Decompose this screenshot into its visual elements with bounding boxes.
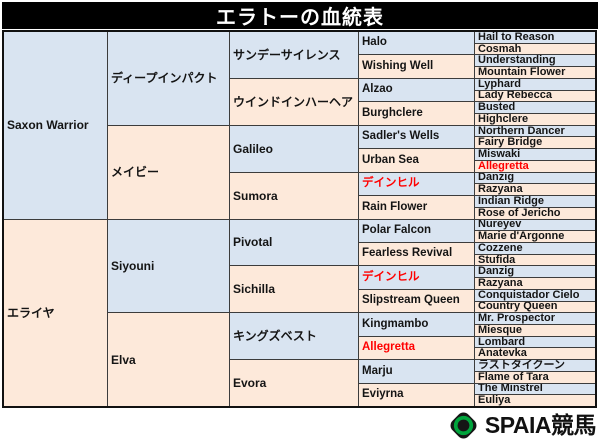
pedigree-cell: Razyana [475,278,595,289]
spaia-swirl-icon [447,409,480,442]
pedigree-cell: Miswaki [475,149,595,160]
pedigree-cell: Eviyrna [359,383,474,406]
pedigree-cell: Nureyev [475,219,595,231]
pedigree-cell: Galileo [230,125,358,172]
pedigree-cell: Lady Rebecca [475,90,595,102]
pedigree-cell: Evora [230,360,358,406]
pedigree-cell: Kingmambo [359,313,474,336]
pedigree-cell: Alzao [359,78,474,102]
pedigree-cell: Polar Falcon [359,219,474,242]
pedigree-cell: Fearless Revival [359,242,474,266]
pedigree-cell: Siyouni [108,219,229,313]
pedigree-cell: Highclere [475,114,595,125]
pedigree-cell: Danzig [475,172,595,184]
pedigree-cell-inbred: Allegretta [475,160,595,172]
pedigree-cell: The Minstrel [475,383,595,395]
brand-text: SPAIA競馬 [484,412,597,438]
pedigree-cell: Razyana [475,184,595,196]
pedigree-cell: Marju [359,360,474,383]
pedigree-cell: エライヤ [4,219,107,406]
pedigree-cell: Hail to Reason [475,32,595,43]
pedigree-cell-inbred: デインヒル [359,266,474,289]
pedigree-cell: Burghclere [359,102,474,125]
pedigree-cell: Euliya [475,395,595,406]
pedigree-cell: Cosmah [475,43,595,55]
pedigree-cell: Lyphard [475,78,595,90]
pedigree-cell: Mountain Flower [475,67,595,78]
pedigree-cell: Pivotal [230,219,358,266]
pedigree-table: Saxon Warrior エライヤ ディープインパクト メイビー Siyoun… [2,30,597,408]
pedigree-cell: Country Queen [475,301,595,313]
pedigree-cell: Elva [108,313,229,406]
pedigree-cell: Rose of Jericho [475,207,595,219]
pedigree-cell: メイビー [108,125,229,219]
pedigree-cell: Lombard [475,336,595,348]
pedigree-cell: Northern Dancer [475,125,595,137]
pedigree-cell-inbred: Allegretta [359,336,474,360]
pedigree-cell: Understanding [475,55,595,67]
pedigree-cell: Fairy Bridge [475,137,595,149]
pedigree-cell: Cozzene [475,242,595,254]
pedigree-cell: ディープインパクト [108,32,229,125]
pedigree-cell: Marie d'Argonne [475,231,595,242]
pedigree-cell: Sichilla [230,266,358,313]
pedigree-cell: ウインドインハーヘア [230,78,358,125]
pedigree-cell: Halo [359,32,474,55]
pedigree-cell: Miesque [475,324,595,336]
pedigree-cell: サンデーサイレンス [230,32,358,78]
spaia-keiba-logo: SPAIA競馬 [447,409,597,442]
pedigree-cell: Conquistador Cielo [475,289,595,301]
pedigree-cell: Slipstream Queen [359,289,474,313]
pedigree-cell: Sadler's Wells [359,125,474,149]
pedigree-cell: Flame of Tara [475,371,595,383]
pedigree-cell: Indian Ridge [475,196,595,207]
pedigree-cell: Saxon Warrior [4,32,107,219]
pedigree-cell: Anatevka [475,348,595,360]
pedigree-cell: Stufida [475,254,595,266]
pedigree-cell: Wishing Well [359,55,474,78]
pedigree-cell-inbred: デインヒル [359,172,474,196]
pedigree-cell: Rain Flower [359,196,474,219]
pedigree-cell: Busted [475,102,595,114]
pedigree-cell: Sumora [230,172,358,219]
pedigree-cell: Mr. Prospector [475,313,595,324]
pedigree-cell: Danzig [475,266,595,278]
page-title: エラトーの血統表 [2,2,598,29]
pedigree-cell: ラストタイクーン [475,360,595,371]
pedigree-cell: キングズベスト [230,313,358,360]
pedigree-cell: Urban Sea [359,149,474,172]
